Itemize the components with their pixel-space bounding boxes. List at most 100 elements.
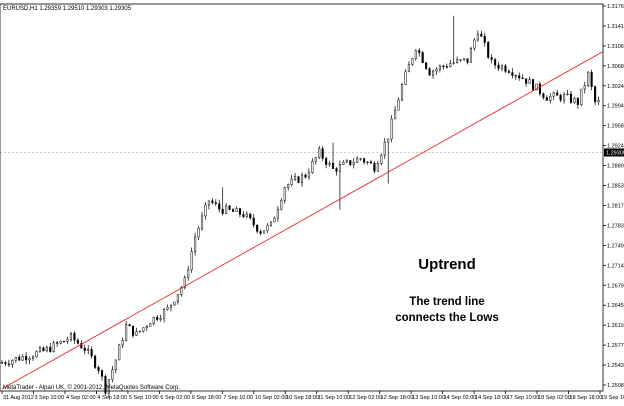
y-tick-label: 1.29245 <box>607 144 624 150</box>
candle-body <box>318 148 321 158</box>
y-tick-label: 1.31760 <box>607 4 624 10</box>
candle-body <box>90 348 93 357</box>
current-price-marker <box>604 148 624 157</box>
y-tick-label: 1.25435 <box>607 363 624 369</box>
candle-body <box>431 70 435 76</box>
candle-body <box>225 205 228 214</box>
candle-body <box>56 342 59 344</box>
candle-body <box>590 71 593 87</box>
candle-body <box>297 176 300 183</box>
candle-body <box>252 217 255 226</box>
candle-body <box>128 324 131 327</box>
candle-body <box>218 203 221 210</box>
candle-body <box>328 162 331 165</box>
candle-body <box>373 162 376 172</box>
candle-body <box>238 208 241 215</box>
x-tick-label: 31 Aug 2012 <box>3 395 34 401</box>
candle-body <box>169 304 173 308</box>
x-tick-label: 6 Sep 02:00 <box>160 395 190 401</box>
candle-body <box>559 95 562 101</box>
annotation-title: Uptrend <box>418 256 476 273</box>
text-layer: EURUSD,H1 1.29359 1.29510 1.29303 1.2930… <box>3 4 624 401</box>
candle-body <box>156 316 159 320</box>
candle-body <box>142 327 145 332</box>
candle-body <box>290 178 293 185</box>
plot-frame <box>0 3 604 392</box>
x-tick-label: 7 Sep 10:00 <box>223 395 253 401</box>
candle-body <box>366 161 369 163</box>
candle-body <box>514 75 517 77</box>
candle-body <box>321 148 324 159</box>
candle-body <box>207 200 210 206</box>
candle-body <box>452 62 455 64</box>
candle-body <box>542 93 545 98</box>
candle-body <box>556 92 559 96</box>
y-tick-label: 1.25080 <box>607 383 624 389</box>
y-tick-label: 1.25775 <box>607 343 624 349</box>
candle-body <box>535 83 538 91</box>
candle-body <box>466 58 469 63</box>
candle-body <box>104 376 107 394</box>
candle-body <box>114 359 117 371</box>
candle-body <box>256 224 259 232</box>
candle-body <box>545 97 548 101</box>
candle-body <box>211 200 214 203</box>
candle-body <box>0 362 4 364</box>
candle-body <box>138 330 141 333</box>
y-tick-label: 1.31060 <box>607 44 624 50</box>
candle-body <box>63 340 66 343</box>
candle-body <box>511 72 514 76</box>
x-tick-label: 19 Sep 10:00 <box>601 395 624 401</box>
x-tick-label: 4 Sep 18:00 <box>97 395 127 401</box>
candle-body <box>390 118 393 140</box>
x-tick-label: 18 Sep 18:00 <box>570 395 603 401</box>
candle-body <box>187 269 190 279</box>
candle-body <box>583 85 586 90</box>
candle-body <box>352 162 355 166</box>
candle-body <box>411 58 414 65</box>
candle-body <box>487 42 490 58</box>
y-tick-label: 1.26455 <box>607 303 624 309</box>
x-tick-label: 3 Sep 10:00 <box>34 395 64 401</box>
candle-body <box>283 187 286 201</box>
candle-body <box>111 369 114 380</box>
candle-body <box>538 83 541 94</box>
candle-body <box>587 71 590 86</box>
candle-body <box>269 221 273 226</box>
candle-body <box>25 356 28 361</box>
candle-body <box>145 326 148 328</box>
candle-body <box>449 63 452 68</box>
y-tick-label: 1.28895 <box>607 164 624 170</box>
y-tick-label: 1.28535 <box>607 184 624 190</box>
trend-layer <box>1 51 604 390</box>
candle-body <box>338 164 341 172</box>
candle-body <box>314 157 317 162</box>
candle-body <box>469 47 473 63</box>
candle-body <box>35 351 38 358</box>
candle-body <box>335 168 338 172</box>
candle-body <box>38 347 41 352</box>
candle-body <box>280 200 283 210</box>
candle-body <box>45 346 48 352</box>
candle-body <box>480 33 483 37</box>
candle-body <box>494 59 497 66</box>
candle-body <box>28 358 31 361</box>
candle-body <box>425 62 428 69</box>
candle-body <box>152 316 155 325</box>
annotation-line-1: The trend line <box>409 296 484 308</box>
x-tick-label: 12 Sep 18:00 <box>381 395 414 401</box>
candle-body <box>135 331 138 336</box>
candle-body <box>438 65 441 70</box>
candle-body <box>404 71 407 85</box>
candle-body <box>325 158 328 165</box>
candle-body <box>463 58 466 60</box>
x-tick-label: 18 Sep 02:00 <box>538 395 571 401</box>
candle-body <box>80 343 83 349</box>
y-tick-label: 1.31415 <box>607 24 624 30</box>
candle-body <box>414 50 417 59</box>
candle-body <box>180 287 183 295</box>
candle-body <box>521 77 524 79</box>
x-tick-label: 11 Sep 10:00 <box>318 395 350 401</box>
candle-body <box>518 75 521 79</box>
candle-body <box>500 65 504 69</box>
